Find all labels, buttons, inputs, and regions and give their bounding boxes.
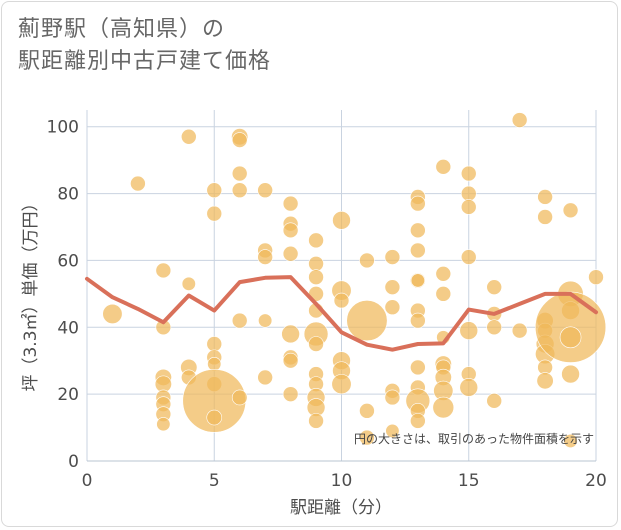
- y-tick-label: 80: [57, 185, 79, 205]
- bubble-point: [308, 413, 324, 429]
- bubble-point: [102, 303, 123, 324]
- bubble-point: [155, 262, 172, 279]
- bubble-point: [332, 211, 351, 230]
- bubble-point: [346, 300, 388, 342]
- bubble-point: [156, 417, 171, 432]
- bubble-point: [206, 205, 223, 222]
- bubble-point: [308, 232, 324, 249]
- bubble-point: [308, 336, 324, 352]
- bubble-point: [206, 336, 223, 352]
- bubble-point: [359, 403, 375, 419]
- bubble-point: [559, 326, 582, 349]
- bubble-point: [460, 249, 477, 265]
- bubble-point: [435, 265, 452, 282]
- bubble-point: [206, 182, 223, 199]
- bubble-point: [282, 386, 299, 402]
- bubble-point: [281, 324, 300, 344]
- bubble-point: [563, 433, 578, 448]
- mean-line-layer: [85, 275, 598, 352]
- bubble-point: [384, 249, 401, 265]
- bubble-point: [282, 222, 299, 239]
- bubble-point: [410, 359, 426, 376]
- y-tick-label: 20: [57, 385, 79, 405]
- x-tick-label: 0: [82, 471, 93, 491]
- bubble-point: [410, 242, 426, 259]
- y-tick-label: 60: [57, 251, 79, 271]
- y-tick-label: 100: [47, 118, 79, 138]
- bubble-point: [537, 209, 553, 225]
- bubble-point: [231, 389, 248, 406]
- bubble-point: [257, 369, 273, 386]
- bubble-point: [359, 252, 375, 269]
- bubble-point: [384, 299, 401, 316]
- x-tick-label: 15: [458, 471, 480, 491]
- bubble-point: [410, 195, 426, 212]
- bubbles-layer: [102, 112, 607, 448]
- bubble-point: [130, 175, 146, 192]
- bubble-point: [231, 132, 248, 148]
- bubble-point: [511, 322, 528, 339]
- bubble-point: [486, 319, 503, 336]
- bubble-point: [459, 321, 479, 340]
- bubble-point: [459, 378, 479, 397]
- bubble-point: [460, 165, 477, 182]
- bubble-point: [588, 269, 604, 285]
- bubble-point: [486, 393, 503, 409]
- bubble-point: [207, 357, 222, 372]
- x-tick-label: 20: [585, 471, 607, 491]
- title-line-1: 薊野駅（高知県）の: [18, 17, 226, 42]
- bubble-point: [410, 222, 426, 239]
- grid-lines: [86, 110, 597, 462]
- y-tick-label: 0: [68, 452, 79, 472]
- bubble-point: [432, 396, 455, 419]
- bubble-point: [536, 372, 554, 390]
- bubble-point: [231, 165, 248, 182]
- bubble-point: [206, 409, 223, 426]
- x-axis-label: 駅距離（分）: [290, 498, 392, 518]
- bubble-point: [384, 279, 401, 295]
- bubble-point: [181, 276, 196, 291]
- bubble-point: [562, 202, 579, 219]
- bubble-point: [385, 423, 400, 438]
- bubble-point: [359, 429, 375, 446]
- y-axis-label: 坪（3.3㎡）単価（万円）: [21, 194, 41, 391]
- tick-labels: 0 20 40 60 80 100 0 5 10 15 20: [47, 118, 607, 491]
- bubble-point: [460, 185, 477, 202]
- bubble-point: [561, 364, 580, 384]
- mean-price-line: [85, 275, 598, 352]
- bubble-point: [282, 352, 299, 369]
- bubble-point: [410, 413, 426, 429]
- bubble-point: [435, 159, 452, 175]
- bubble-point: [231, 182, 248, 199]
- bubble-point: [331, 374, 352, 395]
- size-note: 円の大きさは、取引のあった物件面積を示す: [354, 431, 594, 446]
- bubble-point: [181, 128, 197, 145]
- bubble-point: [257, 182, 273, 199]
- bubble-point: [410, 273, 425, 288]
- bubble-point: [435, 286, 452, 302]
- bubble-point: [308, 255, 324, 272]
- bubble-point: [460, 199, 477, 215]
- bubble-point: [257, 249, 273, 265]
- bubble-point: [258, 313, 273, 328]
- title-line-2: 駅距離別中古戸建て価格: [18, 49, 272, 74]
- bubble-point: [308, 269, 324, 285]
- bubble-point: [282, 245, 299, 262]
- x-tick-label: 10: [331, 471, 353, 491]
- chart-title: 薊野駅（高知県）の 駅距離別中古戸建て価格: [18, 14, 271, 78]
- y-tick-label: 40: [57, 318, 79, 338]
- bubble-point: [511, 112, 528, 128]
- bubble-point: [384, 389, 401, 406]
- bubble-point: [410, 312, 426, 329]
- bubble-point: [486, 279, 503, 295]
- bubble-point: [537, 189, 553, 205]
- bubble-point: [282, 195, 299, 212]
- bubble-point: [333, 292, 350, 309]
- bubble-point: [231, 312, 248, 329]
- x-tick-label: 5: [209, 471, 220, 491]
